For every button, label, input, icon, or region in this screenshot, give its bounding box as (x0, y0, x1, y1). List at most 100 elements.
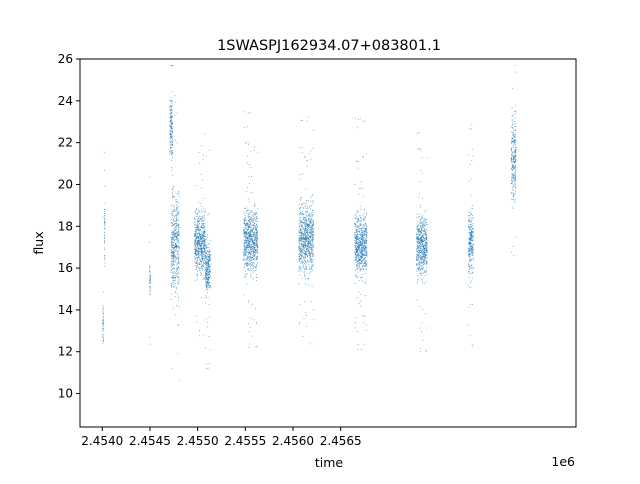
data-point (208, 265, 209, 267)
data-point (201, 265, 203, 267)
data-point (173, 238, 175, 240)
data-point (196, 228, 198, 230)
data-point (178, 235, 180, 237)
data-point (469, 227, 470, 229)
data-point (178, 231, 180, 233)
data-point (309, 256, 311, 257)
data-point (177, 237, 179, 239)
data-point (251, 257, 252, 259)
data-point (421, 250, 423, 252)
data-point (360, 245, 361, 246)
data-point (421, 260, 423, 262)
data-point (359, 221, 361, 223)
data-point (250, 244, 252, 246)
data-point (302, 248, 304, 250)
data-point (309, 219, 311, 221)
data-point (253, 253, 254, 254)
data-point (250, 318, 252, 320)
data-point (312, 228, 314, 229)
data-point (149, 224, 151, 226)
data-point (304, 276, 306, 278)
data-point (422, 308, 424, 310)
data-point (299, 253, 300, 254)
data-point (206, 363, 208, 365)
data-point (171, 144, 173, 146)
data-point (205, 269, 206, 271)
data-point (256, 216, 258, 218)
data-point (363, 212, 365, 214)
data-point (250, 240, 251, 242)
data-point (364, 260, 366, 262)
data-point (422, 256, 424, 257)
data-point (468, 262, 469, 264)
data-point (471, 239, 473, 241)
data-point (469, 267, 471, 269)
data-point (426, 261, 427, 263)
data-point (175, 245, 177, 246)
data-point (468, 180, 470, 182)
data-point (173, 206, 175, 208)
data-point (244, 214, 246, 216)
data-point (359, 226, 360, 228)
data-point (355, 213, 357, 215)
data-point (205, 285, 207, 287)
data-point (207, 278, 209, 280)
data-point (253, 239, 255, 241)
data-point (357, 238, 359, 240)
data-point (173, 210, 175, 212)
data-point (469, 128, 471, 129)
data-point (306, 269, 307, 270)
data-point (173, 233, 175, 235)
data-point (149, 269, 150, 271)
data-point (421, 331, 422, 332)
data-point (423, 282, 425, 284)
data-point (198, 335, 200, 337)
data-point (203, 246, 204, 247)
data-point (174, 216, 176, 218)
data-point (510, 192, 512, 194)
data-point (304, 226, 306, 228)
data-point (301, 204, 303, 206)
data-point (299, 228, 300, 230)
data-point (308, 284, 309, 286)
data-point (311, 215, 313, 217)
data-point (178, 380, 180, 382)
data-point (424, 224, 426, 226)
data-point (304, 249, 306, 251)
data-point (421, 240, 422, 242)
data-point (416, 249, 418, 251)
data-point (513, 121, 515, 122)
data-point (205, 274, 207, 276)
data-point (306, 222, 308, 224)
data-point (171, 153, 173, 155)
data-point (423, 223, 425, 225)
data-point (306, 241, 307, 242)
data-point (312, 253, 313, 254)
data-point (359, 247, 361, 249)
data-point (362, 230, 364, 232)
data-point (362, 266, 363, 268)
data-point (468, 229, 470, 231)
data-point (170, 116, 172, 118)
data-point (175, 239, 176, 240)
data-point (200, 244, 202, 246)
data-point (248, 243, 250, 245)
data-point (305, 235, 307, 236)
data-point (104, 221, 106, 223)
data-point (361, 243, 363, 244)
data-point (250, 223, 252, 225)
data-point (255, 204, 257, 205)
data-point (303, 216, 304, 218)
data-point (472, 232, 474, 234)
data-point (247, 245, 248, 247)
data-point (194, 243, 195, 244)
data-point (365, 329, 367, 331)
data-point (469, 268, 471, 270)
data-point (252, 262, 254, 263)
data-point (103, 223, 105, 225)
data-point (170, 299, 172, 301)
data-point (360, 244, 362, 246)
data-point (197, 258, 199, 259)
data-point (243, 231, 245, 233)
data-point (104, 241, 106, 243)
